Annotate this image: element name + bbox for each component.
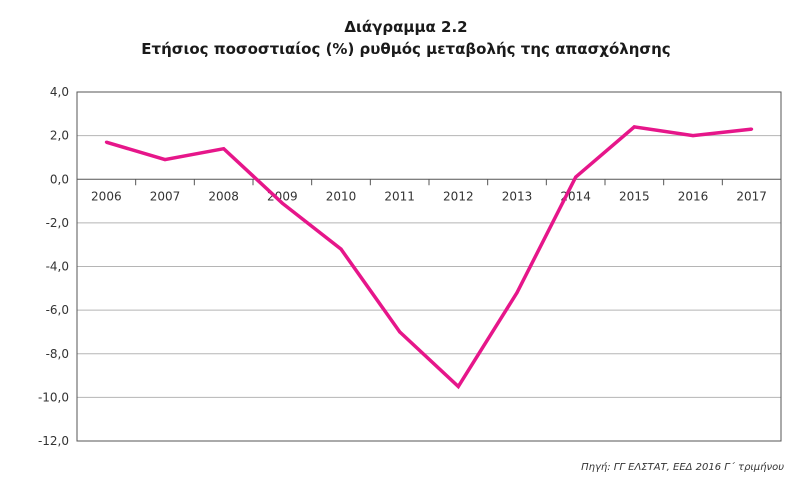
x-tick-label: 2012 (443, 189, 474, 203)
data-point (632, 125, 636, 129)
source-note: Πηγή: ΓΓ ΕΛΣΤΑΤ, ΕΕΔ 2016 Γ΄ τριμήνου (581, 462, 784, 473)
data-point (750, 127, 754, 131)
x-tick-label: 2016 (678, 189, 709, 203)
x-tick-label: 2007 (150, 189, 181, 203)
series-line (105, 125, 752, 390)
plot-frame (76, 91, 782, 442)
y-tick-label: -12,0 (38, 434, 69, 448)
chart-title: Διάγραμμα 2.2 (344, 18, 468, 36)
y-tick-label: 4,0 (50, 85, 69, 99)
data-point (515, 291, 519, 295)
data-point (691, 134, 695, 138)
x-tick-label: 2013 (502, 189, 533, 203)
y-tick-label: -2,0 (46, 216, 69, 230)
x-tick-label: 2015 (619, 189, 650, 203)
series-group (104, 125, 754, 390)
y-tick-label: -10,0 (38, 390, 69, 404)
data-point (456, 384, 460, 388)
x-tick-label: 2011 (384, 189, 415, 203)
data-point (398, 330, 402, 334)
data-point (104, 140, 108, 144)
x-tick-label: 2008 (208, 189, 239, 203)
x-tick-label: 2009 (267, 189, 298, 203)
x-tick-label: 2010 (326, 189, 357, 203)
chart-subtitle: Ετήσιος ποσοστιαίος (%) ρυθμός μεταβολής… (141, 40, 671, 58)
y-tick-label: 0,0 (50, 172, 69, 186)
gridlines (77, 91, 781, 442)
data-point (280, 201, 284, 205)
x-tick-label: 2006 (91, 189, 122, 203)
y-tick-label: -8,0 (46, 347, 69, 361)
x-axis-ticks: 2006 2007 2008 2009 2010 2011 2012 2013 2014 2015… (91, 189, 767, 203)
data-point (222, 147, 226, 151)
y-axis-ticks: 4,0 2,0 0,0 -2,0 -4,0 -6,0 -8,0 -10,0 -12,0 (38, 85, 69, 448)
x-tick-label: 2017 (736, 189, 767, 203)
y-tick-label: -4,0 (46, 260, 69, 274)
y-tick-label: 2,0 (50, 129, 69, 143)
y-tick-label: -6,0 (46, 303, 69, 317)
data-point (339, 247, 343, 251)
data-point (163, 158, 167, 162)
data-point (574, 175, 578, 179)
